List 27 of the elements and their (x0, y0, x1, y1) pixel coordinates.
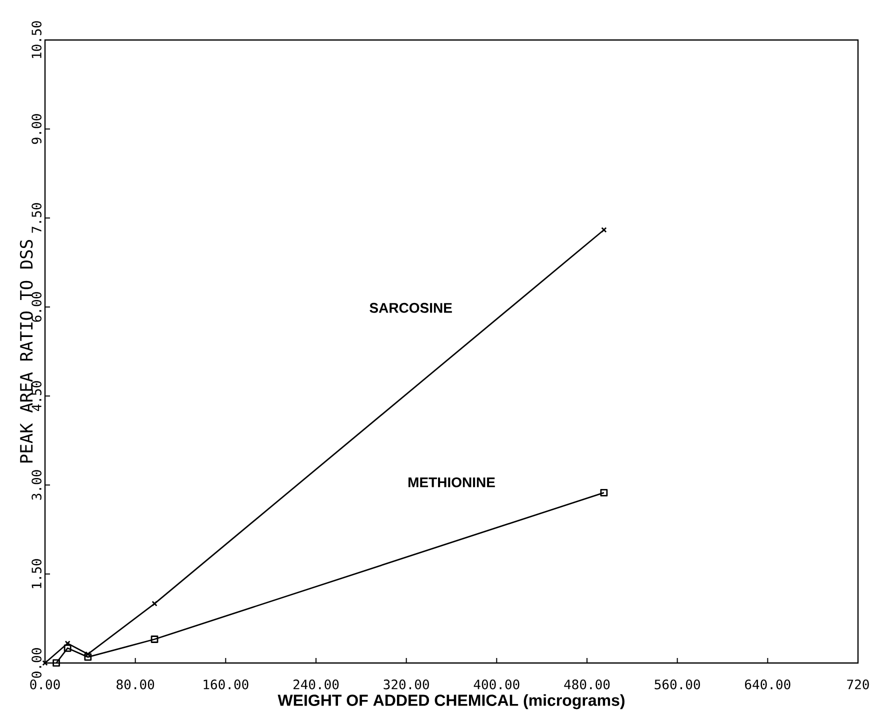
y-tick-label: 4.50 (32, 381, 42, 411)
x-tick-label: 640.00 (745, 680, 790, 690)
x-tick-label: 320.00 (384, 680, 429, 690)
point (64, 640, 70, 646)
text: SARCOSINE (370, 302, 452, 313)
y-tick-label: 1.50 (32, 559, 42, 588)
y-tick-label: 7.50 (32, 203, 42, 233)
point (600, 489, 608, 496)
point (152, 600, 158, 606)
y-tick-label: 10.50 (32, 21, 42, 58)
point (52, 659, 60, 667)
x-tick-label: 160.00 (204, 680, 248, 690)
y-tick-label: 3.00 (32, 470, 42, 500)
y-tick-label: 9.00 (32, 114, 42, 144)
point (150, 636, 158, 643)
x-axis-title: WEIGHT OF ADDED CHEMICAL (micrograms) (278, 694, 624, 710)
x-tick-label: 80.00 (116, 680, 154, 690)
point (64, 644, 72, 652)
x-tick-label: 400.00 (474, 680, 520, 690)
x-tick-label: 560.00 (654, 680, 700, 690)
x-tick-label: 720 (847, 680, 869, 690)
x-tick-label: 240.00 (293, 680, 339, 690)
x-tick-label: 480.00 (564, 680, 610, 690)
point (84, 653, 92, 661)
y-tick-label: 6.00 (32, 292, 42, 322)
y-axis-title: PEAK AREA RATIO TO DSS (20, 240, 33, 462)
text: METHIONINE (408, 477, 495, 488)
